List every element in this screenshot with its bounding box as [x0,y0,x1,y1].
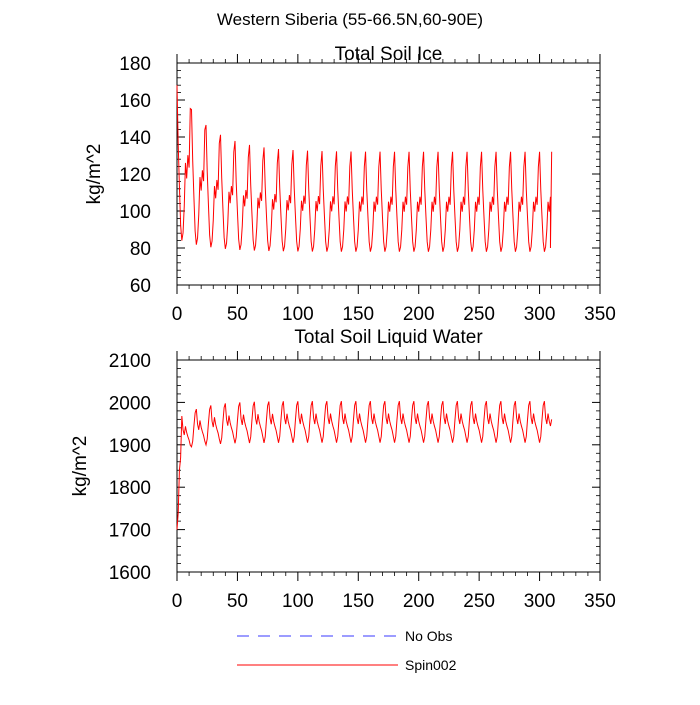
x-tick-label: 0 [172,304,183,325]
x-tick-label: 100 [282,304,314,325]
legend-item: No Obs [237,628,452,644]
x-tick-label: 100 [282,591,314,612]
figure-title: Western Siberia (55-66.5N,60-90E) [216,10,484,29]
x-tick-label: 50 [227,304,248,325]
y-axis-label: kg/m^2 [84,144,105,205]
y-tick-label: 160 [119,91,151,112]
series-line-Spin002 [176,400,553,530]
chart-title: Total Soil Ice [335,44,443,65]
y-tick-label: 140 [119,128,151,149]
x-tick-label: 50 [227,591,248,612]
plot-frame [176,62,601,286]
series-line-Spin002 [176,85,553,252]
x-tick-label: 0 [172,591,183,612]
x-tick-label: 250 [463,591,495,612]
y-tick-label: 2100 [109,351,151,372]
y-axis-label: kg/m^2 [70,436,91,497]
y-tick-label: 100 [119,202,151,223]
y-tick-label: 60 [130,276,151,297]
x-tick-label: 250 [463,304,495,325]
y-tick-label: 80 [130,239,151,260]
x-tick-label: 200 [403,591,435,612]
y-tick-label: 1800 [109,478,151,499]
chart-panel-2: Total Soil Liquid Water 1600 1700 1800 1900 2… [70,327,616,612]
x-tick-label: 200 [403,304,435,325]
x-tick-label: 350 [584,591,616,612]
legend-item: Spin002 [237,657,457,673]
chart-panel-1: Total Soil Ice 60 80 100 120 140 160 180 0 50 100 1… [84,44,616,325]
chart-title: Total Soil Liquid Water [294,327,483,348]
y-tick-label: 1700 [109,521,151,542]
x-tick-label: 150 [342,591,374,612]
legend: No Obs Spin002 [237,628,457,673]
y-tick-label: 180 [119,54,151,75]
y-tick-label: 1600 [109,563,151,584]
legend-label: No Obs [405,628,452,644]
y-tick-label: 120 [119,165,151,186]
x-tick-label: 300 [524,591,556,612]
y-tick-label: 1900 [109,436,151,457]
legend-label: Spin002 [405,657,457,673]
y-tick-label: 2000 [109,393,151,414]
plot-frame [176,359,601,573]
x-tick-label: 150 [342,304,374,325]
x-tick-label: 350 [584,304,616,325]
x-tick-label: 300 [524,304,556,325]
